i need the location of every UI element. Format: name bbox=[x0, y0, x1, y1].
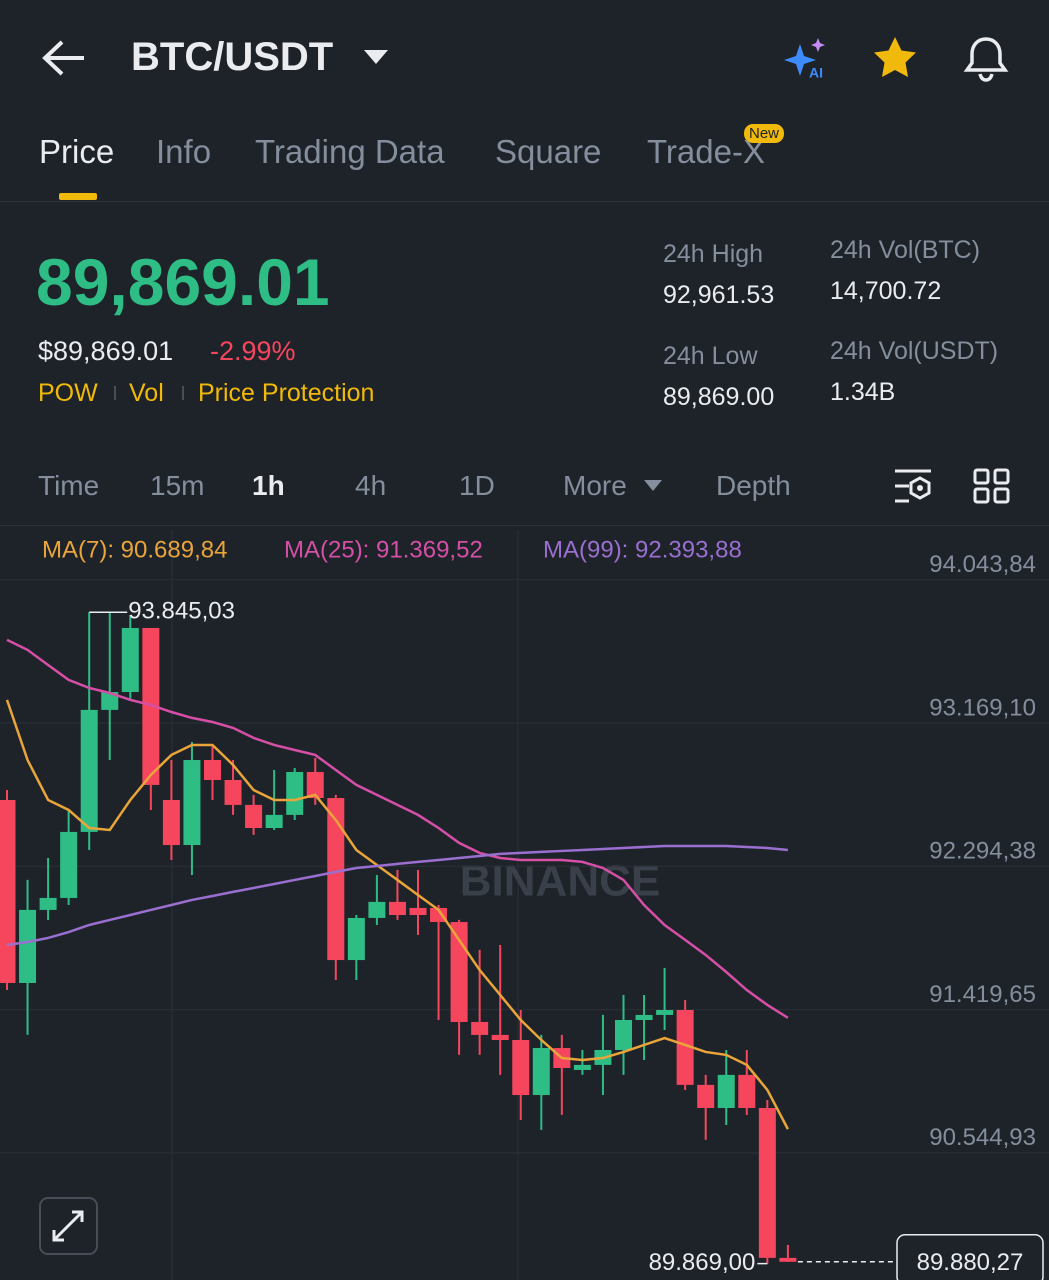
candle-body bbox=[204, 760, 221, 780]
tab[interactable]: Square bbox=[495, 133, 602, 170]
usd-price: $89,869.01 bbox=[38, 336, 174, 366]
y-tick-label: 94.043,84 bbox=[929, 551, 1036, 578]
ai-button[interactable]: AI bbox=[782, 36, 832, 82]
layout-button[interactable] bbox=[973, 468, 1011, 504]
candle-body bbox=[409, 907, 427, 915]
candle-body bbox=[471, 1021, 489, 1035]
candle-body bbox=[512, 1039, 530, 1096]
stat-value: 89,869.00 bbox=[663, 383, 775, 411]
back-button[interactable] bbox=[40, 38, 86, 78]
divider bbox=[0, 525, 1049, 526]
tag-separator bbox=[114, 386, 116, 400]
candle-body bbox=[245, 804, 263, 829]
candle-body bbox=[183, 760, 201, 846]
watermark: BINANCE bbox=[460, 857, 660, 906]
candle-body bbox=[224, 780, 242, 805]
candle-body bbox=[573, 1064, 591, 1070]
candle-body bbox=[656, 1010, 674, 1015]
last-price-box bbox=[896, 1234, 1044, 1280]
interval[interactable]: 1D bbox=[459, 470, 495, 501]
interval[interactable]: 4h bbox=[355, 470, 387, 501]
last-price-label: 89.880,27 bbox=[917, 1249, 1024, 1276]
new-badge: New bbox=[744, 124, 785, 143]
candle-body bbox=[142, 627, 160, 785]
y-tick-label: 93.169,10 bbox=[929, 694, 1036, 721]
stat-label: 24h Vol(USDT) bbox=[830, 337, 999, 365]
tag[interactable]: Vol bbox=[129, 379, 164, 407]
stat-label: 24h High bbox=[663, 240, 764, 268]
candle-body bbox=[676, 1010, 694, 1085]
stat-value: 14,700.72 bbox=[830, 277, 942, 305]
candle-body bbox=[738, 1074, 756, 1108]
candle-body bbox=[347, 917, 365, 961]
high-marker-label: 93.845,03 bbox=[128, 598, 235, 625]
candle-body bbox=[779, 1257, 797, 1262]
interval[interactable]: Time bbox=[38, 470, 100, 501]
favorite-button[interactable] bbox=[872, 36, 918, 80]
candle-body bbox=[450, 922, 468, 1022]
candle-body bbox=[286, 771, 304, 815]
candle-body bbox=[121, 627, 139, 693]
last-price: 89,869.01 bbox=[36, 245, 330, 319]
candle-body bbox=[697, 1084, 715, 1108]
candle-body bbox=[635, 1014, 653, 1021]
y-tick-label: 91.419,65 bbox=[929, 981, 1036, 1008]
candle-body bbox=[758, 1107, 776, 1258]
candle-body bbox=[327, 798, 345, 961]
stat-value: 1.34B bbox=[830, 378, 896, 406]
fullscreen-button[interactable] bbox=[39, 1197, 98, 1255]
candle-body bbox=[39, 897, 57, 910]
candle-body bbox=[80, 709, 98, 832]
tab[interactable]: Info bbox=[156, 133, 212, 170]
interval[interactable]: More bbox=[563, 470, 627, 501]
candle-body bbox=[717, 1074, 735, 1108]
stat-label: 24h Low bbox=[663, 342, 758, 370]
candle-body bbox=[430, 907, 448, 923]
candle-body bbox=[388, 901, 406, 915]
stat-label: 24h Vol(BTC) bbox=[830, 236, 981, 264]
legend-entry: MA(7): 90.689,84 bbox=[42, 536, 227, 563]
interval[interactable]: 1h bbox=[252, 470, 285, 501]
y-tick-label: 92.294,38 bbox=[929, 838, 1036, 865]
more-dropdown[interactable] bbox=[644, 480, 662, 492]
divider bbox=[0, 201, 1049, 202]
pair-dropdown[interactable] bbox=[364, 50, 388, 66]
legend-entry: MA(25): 91.369,52 bbox=[284, 536, 483, 563]
candle-body bbox=[306, 771, 324, 799]
stat-value: 92,961.53 bbox=[663, 281, 775, 309]
tag-separator bbox=[182, 386, 184, 400]
candle-body bbox=[532, 1048, 550, 1096]
price-change: -2.99% bbox=[210, 336, 296, 366]
ma-line bbox=[5, 699, 790, 1130]
pair-title[interactable]: BTC/USDT bbox=[131, 35, 334, 79]
low-marker-label: 89.869,00 bbox=[649, 1249, 756, 1276]
svg-text:AI: AI bbox=[809, 65, 823, 81]
candle-body bbox=[101, 692, 119, 710]
tag[interactable]: Price Protection bbox=[198, 379, 375, 407]
fullscreen-icon bbox=[52, 1210, 84, 1242]
candle-body bbox=[162, 799, 180, 846]
candle-body bbox=[265, 814, 283, 829]
ma-line bbox=[6, 844, 789, 947]
interval[interactable]: 15m bbox=[150, 470, 205, 501]
alert-button[interactable] bbox=[962, 34, 1010, 82]
candle-body bbox=[19, 909, 37, 983]
candle-body bbox=[0, 799, 16, 983]
candle-body bbox=[491, 1034, 509, 1040]
ma-line bbox=[6, 638, 789, 1019]
tab-indicator bbox=[59, 193, 97, 200]
candle-body bbox=[615, 1020, 632, 1050]
candlestick-chart: BINANCE 94.043,84 93.169,10 92.294,38 91.41… bbox=[0, 530, 1049, 1280]
candle-body bbox=[60, 831, 78, 898]
indicator-settings[interactable] bbox=[893, 468, 933, 504]
y-tick-label: 90.544,93 bbox=[929, 1124, 1036, 1151]
tag[interactable]: POW bbox=[38, 379, 98, 407]
legend-entry: MA(99): 92.393,88 bbox=[543, 536, 742, 563]
tab[interactable]: Trading Data bbox=[255, 133, 445, 170]
tab[interactable]: Price bbox=[39, 133, 115, 170]
interval[interactable]: Depth bbox=[716, 470, 791, 501]
candle-body bbox=[368, 901, 386, 918]
